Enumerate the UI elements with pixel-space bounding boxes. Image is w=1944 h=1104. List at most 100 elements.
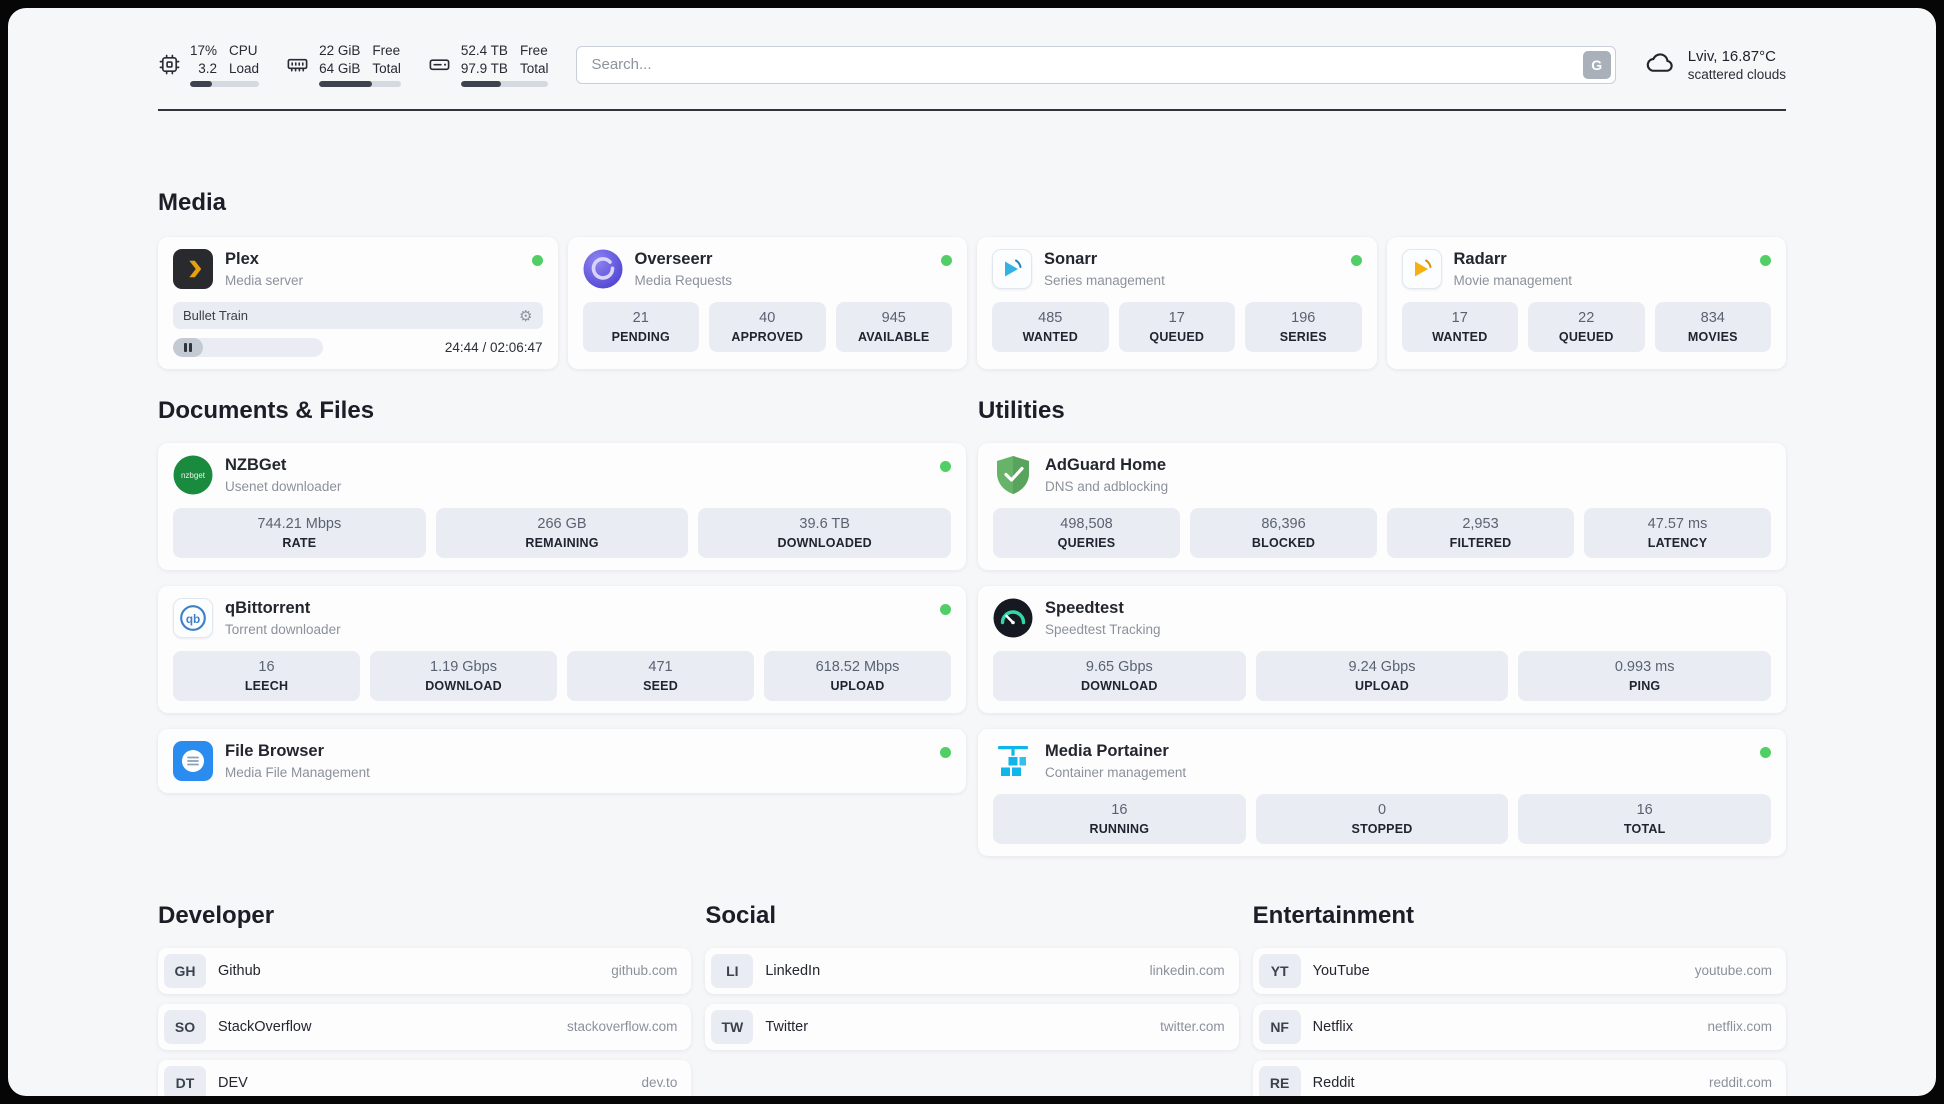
stat-value: 9.24 Gbps — [1348, 658, 1416, 675]
link-name: DEV — [218, 1074, 248, 1091]
link-badge: LI — [711, 953, 754, 988]
svg-text:qb: qb — [186, 613, 200, 626]
portainer-card[interactable]: Media Portainer Container management 16 … — [978, 728, 1786, 856]
link-row-twitter[interactable]: TW Twitter twitter.com — [705, 1003, 1239, 1050]
link-row-netflix[interactable]: NF Netflix netflix.com — [1252, 1003, 1786, 1050]
radarr-card[interactable]: Radarr Movie management 17 WANTED 22 QUE… — [1386, 237, 1786, 370]
link-row-dev[interactable]: DT DEV dev.to — [158, 1059, 692, 1096]
stat-box: 2,953 FILTERED — [1387, 508, 1574, 558]
stat-value: 945 — [881, 310, 906, 327]
link-row-linkedin[interactable]: LI LinkedIn linkedin.com — [705, 947, 1239, 994]
stat-box: 498,508 QUERIES — [993, 508, 1180, 558]
ram-free-value: 22 GiB — [319, 43, 361, 58]
sonarr-card[interactable]: Sonarr Series management 485 WANTED 17 Q… — [977, 237, 1377, 370]
dashboard-page: 17% 3.2 CPU Load — [8, 8, 1936, 1096]
stat-label: MOVIES — [1687, 329, 1738, 344]
stat-box: 86,396 BLOCKED — [1190, 508, 1377, 558]
gear-icon[interactable]: ⚙ — [519, 306, 533, 325]
stat-label: AVAILABLE — [858, 329, 930, 344]
system-monitors: 17% 3.2 CPU Load — [158, 42, 549, 88]
link-row-reddit[interactable]: RE Reddit reddit.com — [1252, 1059, 1786, 1096]
stat-label: APPROVED — [731, 329, 804, 344]
cpu-load-label: Load — [229, 60, 260, 76]
status-dot — [940, 746, 951, 758]
section-title-utilities: Utilities — [978, 397, 1065, 425]
stat-box: 618.52 Mbps UPLOAD — [764, 650, 951, 701]
radarr-icon — [1401, 249, 1442, 290]
stat-box: 22 QUEUED — [1528, 302, 1645, 352]
link-domain: github.com — [611, 963, 678, 979]
stat-value: 40 — [759, 310, 776, 327]
stat-box: 17 QUEUED — [1118, 302, 1235, 352]
disk-total-value: 97.9 TB — [460, 60, 508, 76]
link-badge: NF — [1258, 1009, 1301, 1044]
stat-value: 47.57 ms — [1647, 516, 1708, 533]
topbar: 17% 3.2 CPU Load — [158, 8, 1786, 88]
sonarr-icon — [992, 249, 1032, 290]
section-title-developer: Developer — [158, 901, 275, 929]
link-domain: reddit.com — [1708, 1075, 1772, 1091]
pause-icon[interactable] — [184, 343, 192, 353]
speedtest-card[interactable]: Speedtest Speedtest Tracking 9.65 Gbps D… — [978, 585, 1786, 713]
stat-box: 945 AVAILABLE — [835, 302, 952, 352]
link-row-github[interactable]: GH Github github.com — [158, 947, 692, 994]
stat-box: 9.65 Gbps DOWNLOAD — [993, 650, 1246, 701]
stat-value: 618.52 Mbps — [815, 658, 900, 675]
stat-box: 0 STOPPED — [1255, 793, 1509, 844]
link-name: Netflix — [1312, 1018, 1353, 1035]
stat-label: RUNNING — [1089, 821, 1150, 836]
link-domain: dev.to — [641, 1075, 678, 1091]
section-social: Social LI LinkedIn linkedin.com TW Twitt… — [705, 902, 1239, 1060]
plex-card[interactable]: Plex Media server Bullet Train ⚙ — [158, 237, 558, 370]
stat-value: 16 — [258, 658, 275, 675]
link-row-youtube[interactable]: YT YouTube youtube.com — [1252, 947, 1786, 994]
player-row: 24:44 / 02:06:47 — [173, 338, 543, 358]
stat-value: 0.993 ms — [1614, 658, 1675, 675]
link-row-stackoverflow[interactable]: SO StackOverflow stackoverflow.com — [158, 1003, 692, 1050]
app-subtitle: Speedtest Tracking — [1045, 621, 1161, 637]
status-dot — [940, 461, 951, 473]
stat-label: WANTED — [1432, 329, 1488, 344]
stat-label: TOTAL — [1623, 821, 1666, 836]
now-playing-bar: Bullet Train ⚙ — [173, 302, 543, 330]
stat-value: 266 GB — [537, 516, 587, 533]
cpu-progress-fill — [190, 81, 213, 88]
stat-value: 39.6 TB — [799, 516, 850, 533]
ram-icon — [285, 53, 310, 76]
stat-value: 834 — [1700, 310, 1725, 327]
status-dot — [1760, 746, 1771, 758]
link-name: YouTube — [1312, 962, 1370, 979]
link-badge: RE — [1258, 1065, 1301, 1096]
overseerr-card[interactable]: Overseerr Media Requests 21 PENDING 40 A… — [567, 237, 967, 370]
stat-box: 47.57 ms LATENCY — [1584, 508, 1771, 558]
playback-progress-track[interactable] — [173, 338, 323, 358]
cpu-label: CPU — [229, 43, 258, 58]
stat-box: 16 LEECH — [173, 650, 360, 701]
link-domain: twitter.com — [1160, 1019, 1225, 1035]
disk-free-label: Free — [519, 43, 548, 58]
search-input[interactable] — [576, 45, 1616, 84]
plex-icon — [173, 249, 213, 290]
stat-value: 2,953 — [1462, 516, 1499, 533]
app-name: Sonarr — [1044, 250, 1098, 269]
adguard-card[interactable]: AdGuard Home DNS and adblocking 498,508 … — [978, 443, 1786, 570]
stat-label: UPLOAD — [830, 678, 885, 693]
filebrowser-card[interactable]: File Browser Media File Management — [158, 728, 966, 793]
adguard-icon — [993, 455, 1033, 495]
stat-box: 9.24 Gbps UPLOAD — [1255, 650, 1509, 701]
stat-label: RATE — [282, 535, 317, 550]
stat-value: 21 — [632, 310, 649, 327]
stat-label: LATENCY — [1647, 535, 1708, 550]
status-dot — [941, 255, 952, 267]
playback-progress-fill — [173, 338, 203, 358]
stat-box: 17 WANTED — [1401, 302, 1518, 352]
app-name: Radarr — [1453, 250, 1507, 269]
app-name: NZBGet — [225, 456, 287, 475]
nzbget-card[interactable]: nzbget NZBGet Usenet downloader 74 — [158, 443, 966, 570]
search-engine-button[interactable]: G — [1582, 50, 1611, 79]
stat-box: 40 APPROVED — [709, 302, 826, 352]
section-title-entertainment: Entertainment — [1252, 901, 1415, 929]
ram-progress-bar — [319, 81, 401, 88]
stat-label: STOPPED — [1351, 821, 1413, 836]
qbittorrent-card[interactable]: qb qBittorrent Torrent downloader — [158, 585, 966, 713]
